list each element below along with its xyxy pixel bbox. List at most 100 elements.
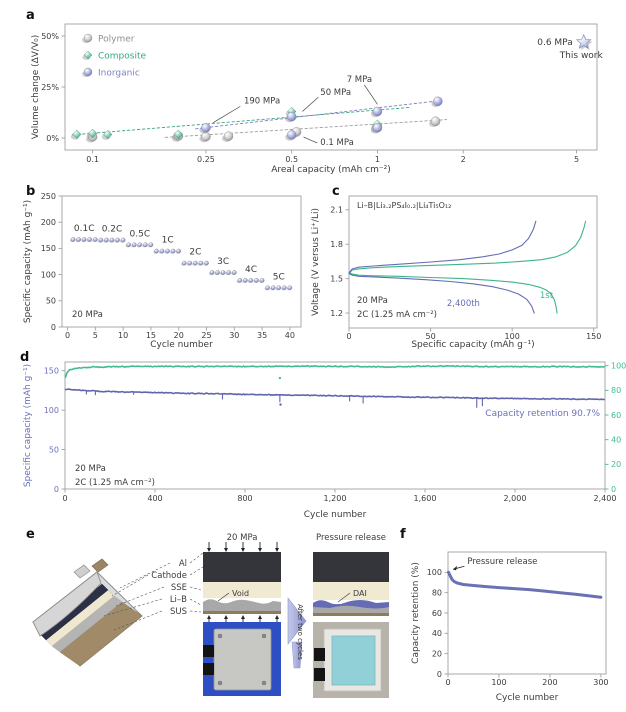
y-axis-label: Volume change (ΔV/V₀) bbox=[31, 35, 41, 139]
y-axis-label: Specific capacity (mAh g⁻¹) bbox=[23, 200, 33, 323]
layer-label-sse: SSE bbox=[171, 583, 187, 593]
panel-e-schematic: Al Cathode SSE Li–B SUS 20 MPa Void After two c… bbox=[32, 533, 389, 698]
left-xsec-title: 20 MPa bbox=[227, 533, 258, 543]
cycle-point bbox=[131, 242, 137, 248]
annotation: 190 MPa bbox=[244, 96, 280, 106]
y-axis-label: Voltage (V versus Li⁺/Li) bbox=[311, 208, 321, 316]
cycle-point bbox=[148, 242, 154, 248]
pressure-release-annotation: Pressure release bbox=[467, 557, 537, 567]
cycle-point bbox=[265, 285, 270, 291]
inorganic-marker bbox=[286, 111, 297, 122]
highlight-label: This work bbox=[559, 51, 604, 61]
x-tick-label: 10 bbox=[118, 331, 128, 340]
legend: Polymer Composite Inorganic bbox=[82, 33, 146, 79]
cycle-point bbox=[243, 278, 248, 283]
condition-rate: 2C (1.25 mA cm⁻²) bbox=[357, 310, 437, 320]
y-tick-label: 0 bbox=[437, 670, 442, 679]
cycle-point bbox=[81, 237, 87, 242]
y-tick-label: 200 bbox=[41, 218, 56, 227]
x-tick-label: 800 bbox=[237, 494, 252, 503]
x-tick-label: 0 bbox=[346, 332, 351, 341]
polymer-marker bbox=[430, 116, 441, 126]
polymer-marker bbox=[223, 131, 234, 141]
cycle-point bbox=[165, 248, 170, 254]
cycle-point bbox=[154, 248, 159, 254]
pouch-cell-drawing bbox=[32, 558, 143, 667]
x-tick-label: 2,000 bbox=[504, 494, 527, 503]
curve-label: 1st bbox=[540, 291, 554, 301]
annotation: 50 MPa bbox=[320, 88, 351, 98]
screw bbox=[217, 633, 223, 639]
composite-marker bbox=[72, 129, 82, 139]
after-cycles-arrow bbox=[287, 597, 307, 645]
outlier-point bbox=[278, 376, 282, 380]
x-tick-label: 400 bbox=[147, 494, 162, 503]
condition-rate: 2C (1.25 mA cm⁻²) bbox=[75, 478, 155, 488]
xsec2-sse bbox=[313, 582, 389, 600]
x-tick-label: 1,600 bbox=[414, 494, 437, 503]
x-tick-label: 50 bbox=[425, 332, 435, 341]
screw bbox=[261, 680, 267, 686]
layer-label-li–b: Li–B bbox=[170, 595, 187, 605]
y-tick-label: 100 bbox=[427, 568, 442, 577]
rate-label: 2C bbox=[189, 248, 201, 258]
after-cycles-label: After two cycles bbox=[296, 604, 304, 660]
x-tick-label: 15 bbox=[146, 331, 156, 340]
cycle-point bbox=[176, 248, 182, 254]
xsec2-sus bbox=[313, 613, 389, 616]
x-axis-label: Cycle number bbox=[496, 693, 559, 703]
x-tick-label: 20 bbox=[174, 331, 184, 340]
cycle-point bbox=[87, 237, 93, 242]
legend-label-composite: Composite bbox=[98, 52, 146, 62]
cycle-point bbox=[215, 270, 220, 275]
xsec2-lib bbox=[313, 604, 389, 613]
inorganic-marker bbox=[372, 106, 383, 117]
composite-marker bbox=[173, 129, 183, 139]
x-tick-label: 0 bbox=[62, 494, 67, 503]
cycle-point bbox=[220, 270, 226, 275]
x-tick-label: 30 bbox=[229, 331, 239, 340]
retention-annotation: Capacity retention 90.7% bbox=[485, 409, 600, 419]
composite-marker bbox=[103, 129, 113, 140]
y-tick-label: 50 bbox=[46, 297, 56, 306]
left-y-tick-label: 0 bbox=[54, 485, 59, 494]
panel-label-f: f bbox=[400, 527, 406, 542]
cycle-point bbox=[126, 242, 131, 248]
y-tick-label: 1.2 bbox=[330, 309, 343, 318]
cycle-point bbox=[109, 237, 115, 243]
x-tick-label: 0.25 bbox=[197, 155, 215, 164]
cycle-point bbox=[115, 237, 120, 243]
composite-marker bbox=[88, 128, 98, 138]
cycle-point bbox=[248, 278, 254, 283]
rate-label: 0.1C bbox=[74, 224, 95, 234]
cycle-point bbox=[170, 248, 176, 254]
y-tick-label: 150 bbox=[41, 244, 56, 253]
legend-label-inorganic: Inorganic bbox=[98, 69, 140, 79]
cycle-point bbox=[93, 237, 98, 242]
cycle-point bbox=[287, 285, 293, 291]
y-tick-label: 100 bbox=[41, 270, 56, 279]
x-tick-label: 100 bbox=[491, 678, 506, 687]
x-tick-label: 5 bbox=[93, 331, 98, 340]
pouch-tab-1 bbox=[73, 564, 91, 579]
cycle-point bbox=[70, 237, 76, 242]
left-y-tick-label: 150 bbox=[44, 366, 59, 375]
x-tick-label: 0.1 bbox=[86, 155, 99, 164]
y-axis-label: Capacity retention (%) bbox=[411, 562, 421, 664]
highlight-pressure: 0.6 MPa bbox=[537, 38, 572, 48]
xsec-sse bbox=[203, 582, 281, 598]
x-tick-label: 2,400 bbox=[594, 494, 617, 503]
x-axis-label: Specific capacity (mAh g⁻¹) bbox=[411, 340, 534, 350]
rate-label: 3C bbox=[217, 257, 229, 267]
x-tick-label: 100 bbox=[505, 332, 520, 341]
inorganic-marker bbox=[201, 123, 211, 133]
cycle-point bbox=[120, 237, 126, 243]
x-tick-label: 35 bbox=[257, 331, 267, 340]
pressure-annotation: 20 MPa bbox=[72, 310, 103, 320]
cycle-point bbox=[137, 242, 143, 248]
x-tick-label: 200 bbox=[542, 678, 557, 687]
left-y-tick-label: 100 bbox=[44, 406, 59, 415]
cycle-point bbox=[98, 237, 104, 243]
y-tick-label: 50% bbox=[41, 32, 59, 41]
